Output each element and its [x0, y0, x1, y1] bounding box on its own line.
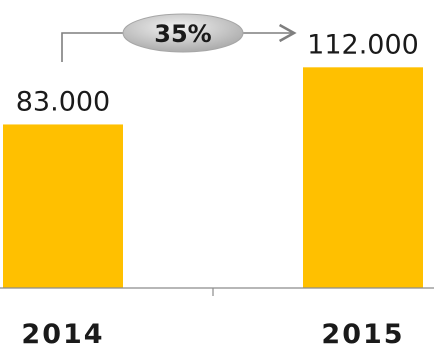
growth-label: 35%: [154, 20, 211, 48]
growth-badge: [122, 13, 244, 53]
bars-layer: [3, 67, 423, 289]
bar-2015: [303, 67, 423, 289]
bar-2014: [3, 124, 123, 288]
growth-indicator: 35%: [61, 13, 297, 62]
value-label-2015: 112.000: [307, 29, 419, 60]
category-label-2015: 2015: [321, 319, 404, 348]
value-label-2014: 83.000: [16, 86, 110, 117]
category-label-2014: 2014: [21, 319, 104, 348]
labels-layer: 83.000 2014 112.000 2015: [16, 29, 419, 350]
